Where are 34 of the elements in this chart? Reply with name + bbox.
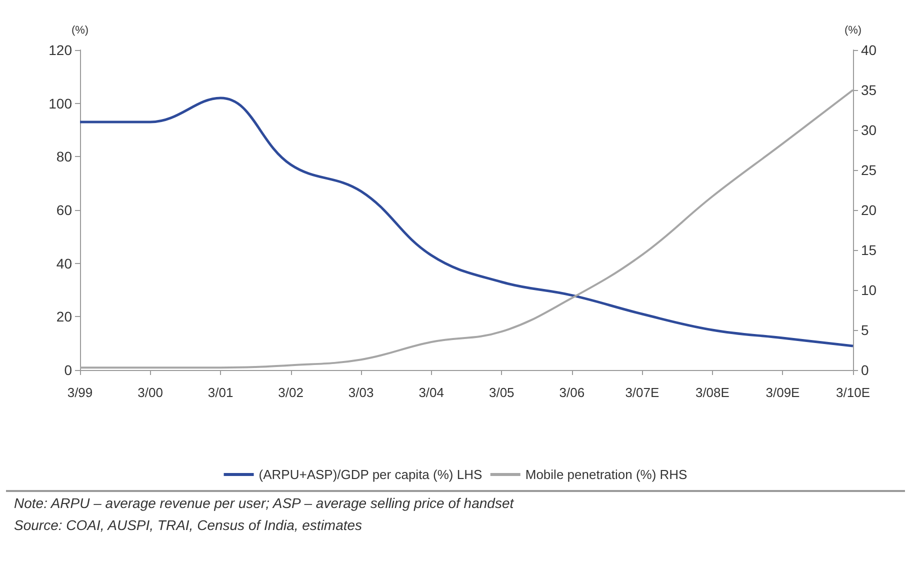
x-tick-label: 3/09E (766, 385, 800, 400)
x-tick-label: 3/03 (348, 385, 374, 400)
y2-tick-label: 15 (861, 242, 877, 258)
y2-tick-label: 25 (861, 162, 877, 178)
y-tick-label: 40 (56, 255, 72, 272)
y2-tick-label: 0 (861, 362, 869, 378)
x-tick-label: 3/08E (695, 385, 730, 400)
y2-axis-title: (%) (844, 24, 862, 36)
y2-tick-label: 10 (861, 282, 877, 298)
x-tick-label: 3/04 (418, 385, 444, 400)
y-tick-label: 20 (56, 308, 72, 325)
x-tick-label: 3/06 (559, 385, 585, 400)
y2-tick-label: 35 (861, 82, 877, 98)
x-tick-label: 3/99 (67, 385, 93, 400)
x-tick-label: 3/01 (208, 385, 234, 400)
x-tick-label: 3/07E (625, 385, 660, 400)
y2-tick-label: 20 (861, 202, 877, 218)
x-tick-label: 3/02 (278, 385, 304, 400)
x-tick-label: 3/05 (488, 385, 514, 400)
source-note: Source: COAI, AUSPI, TRAI, Census of India, estimates (14, 516, 364, 535)
y2-tick-label: 5 (861, 322, 869, 338)
x-tick-label: 3/00 (138, 385, 163, 400)
y-tick-label: 120 (48, 42, 72, 58)
y-tick-label: 60 (56, 202, 72, 218)
x-tick-label: 3/10E (836, 385, 870, 400)
legend-label: (ARPU+ASP)/GDP per capita (%) LHS (258, 467, 482, 482)
y-tick-label: 0 (64, 362, 72, 378)
y-tick-label: 80 (56, 148, 72, 165)
legend-label: Mobile penetration (%) RHS (525, 467, 688, 482)
y-axis-title: (%) (71, 24, 89, 36)
text: Note: ARPU – average revenue per user; ASP – average selling price of handset (14, 494, 515, 513)
y2-tick-label: 30 (861, 122, 877, 138)
y-tick-label: 100 (48, 95, 72, 112)
y2-tick-label: 40 (861, 42, 877, 58)
